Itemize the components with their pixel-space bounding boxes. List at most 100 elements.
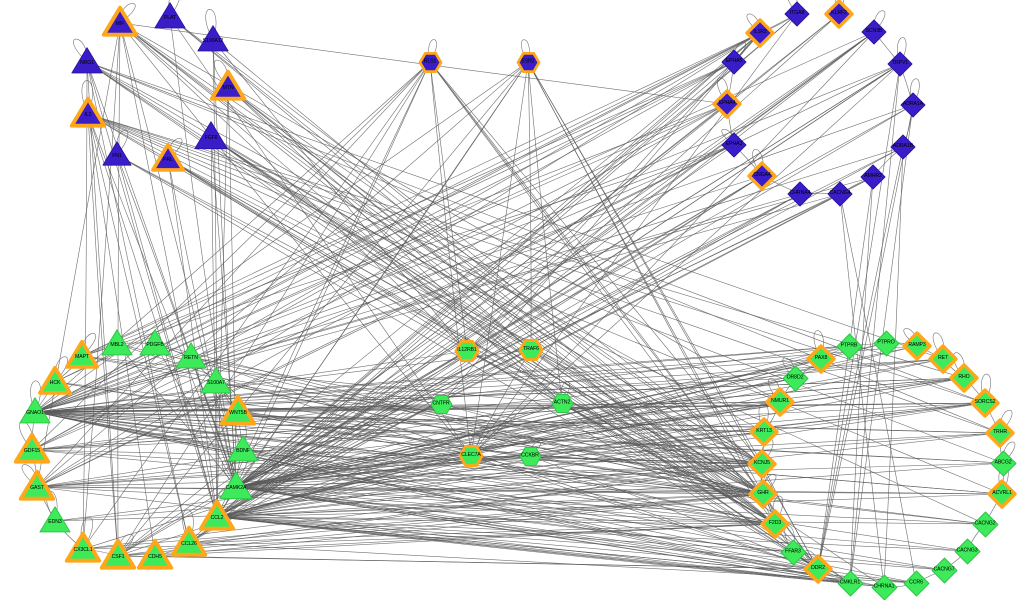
graph-node-ccr6[interactable]: CCR6 — [900, 567, 933, 600]
graph-node-mbl2[interactable]: MBL2 — [99, 326, 135, 362]
graph-node-amhr2[interactable]: AMHR2 — [857, 161, 889, 193]
graph-edge — [210, 136, 218, 518]
graph-edge — [81, 355, 563, 404]
graph-node-mif[interactable]: MIF — [101, 4, 139, 42]
graph-node-mtn[interactable]: MTN — [209, 68, 247, 106]
graph-node-epha3[interactable]: EPHA3 — [718, 129, 750, 161]
graph-node-cacng4[interactable]: CACNG4 — [824, 178, 856, 210]
graph-node-scn3b[interactable]: SCN3B — [858, 16, 890, 48]
graph-edge — [54, 463, 763, 522]
graph-node-cnga4[interactable]: CNGA4 — [745, 159, 779, 193]
graph-edge — [87, 113, 763, 465]
graph-edge — [34, 411, 986, 525]
graph-edge — [34, 358, 822, 413]
graph-edge — [529, 455, 764, 495]
graph-node-ccl26[interactable]: CCL26 — [170, 524, 208, 562]
graph-node-esr2[interactable]: ESR2 — [514, 48, 543, 77]
graph-edge — [34, 411, 763, 465]
graph-node-klrf2[interactable]: KLRF2 — [822, 0, 856, 31]
graph-node-pdgfb[interactable]: PDGFB — [137, 326, 173, 362]
graph-node-epha5[interactable]: EPHA5 — [718, 46, 750, 78]
graph-edge — [31, 449, 764, 495]
graph-edge — [235, 462, 1004, 488]
graph-edge — [561, 402, 764, 495]
graph-edge — [34, 411, 794, 553]
graph-node-cx3cl1[interactable]: CX3CL1 — [64, 530, 102, 568]
graph-node-csf1[interactable]: CSF1 — [99, 537, 137, 575]
graph-node-rls1[interactable]: RLS1 — [416, 48, 445, 77]
graph-node-kcnj5[interactable]: KCNJ5 — [745, 447, 779, 481]
graph-edge — [215, 381, 764, 495]
graph-edge — [34, 411, 885, 588]
graph-node-cntfr[interactable]: CNTFR — [427, 390, 456, 419]
graph-node-sorcs2[interactable]: SORCS2 — [968, 386, 1002, 420]
graph-node-adra1b[interactable]: ADRA1B — [887, 131, 919, 163]
graph-edge — [34, 411, 1004, 464]
graph-node-fn1[interactable]: FN1 — [100, 138, 134, 172]
graph-node-bdnf[interactable]: BDNF — [225, 432, 261, 468]
graph-node-chrna4[interactable]: CHRNA4 — [784, 178, 816, 210]
graph-node-adra1a[interactable]: ADRA1A — [897, 89, 929, 121]
graph-edge — [169, 16, 763, 465]
graph-edge — [82, 61, 88, 550]
graph-node-epha4[interactable]: EPHA4 — [710, 87, 744, 121]
graph-edge — [235, 401, 781, 488]
graph-node-cckbr[interactable]: CCKBR — [516, 442, 545, 471]
graph-node-chrna1[interactable]: CHRNA1 — [868, 571, 901, 600]
graph-edge — [34, 411, 945, 571]
graph-node-il2[interactable]: IL2 — [69, 95, 107, 133]
graph-node-ghr[interactable]: GHR — [746, 477, 780, 511]
graph-node-gast[interactable]: GAST — [18, 468, 56, 506]
graph-edge — [36, 402, 986, 488]
graph-edge — [54, 402, 986, 522]
graph-node-nrg1[interactable]: NRG1 — [69, 44, 105, 80]
graph-node-abcg2[interactable]: ABCG2 — [987, 447, 1020, 480]
graph-edge — [34, 411, 765, 433]
graph-node-cdh5[interactable]: CDH5 — [136, 537, 174, 575]
graph-node-traf6[interactable]: TRAF6 — [516, 335, 546, 365]
graph-edge — [167, 158, 819, 570]
graph-edge — [561, 402, 763, 465]
graph-edge — [34, 193, 801, 413]
graph-node-actn2[interactable]: ACTN2 — [548, 389, 577, 418]
graph-node-prl[interactable]: PRL — [150, 141, 186, 177]
graph-node-gdf15[interactable]: GDF15 — [13, 431, 51, 469]
graph-node-cmklr1[interactable]: CMKLR1 — [834, 567, 867, 600]
graph-edge — [116, 154, 819, 570]
graph-node-nmur1[interactable]: NMUR1 — [763, 385, 797, 419]
graph-node-trpv1[interactable]: TRPV1 — [884, 48, 916, 80]
graph-edge — [34, 345, 850, 413]
graph-edge — [119, 22, 532, 351]
graph-edge — [235, 342, 887, 488]
graph-node-itga8[interactable]: ITGA8 — [781, 0, 813, 30]
graph-node-krt13[interactable]: KRT13 — [747, 415, 781, 449]
graph-node-clec7a[interactable]: CLEC7A — [456, 441, 486, 471]
graph-edge — [31, 32, 761, 451]
graph-node-il1r2[interactable]: IL1R2 — [743, 16, 777, 50]
graph-node-wnt5b[interactable]: WNT5B — [219, 393, 257, 431]
graph-node-ddr2[interactable]: DDR2 — [801, 552, 835, 586]
graph-node-plat[interactable]: PLAT — [152, 0, 188, 35]
graph-edge — [761, 463, 819, 570]
graph-node-gnao1[interactable]: GNAO1 — [17, 394, 53, 430]
graph-edge — [117, 32, 761, 557]
graph-edge — [188, 193, 801, 544]
graph-node-acvrl1[interactable]: ACVRL1 — [985, 477, 1019, 511]
graph-edge — [36, 61, 431, 488]
graph-edge — [188, 31, 875, 544]
graph-node-ptpro[interactable]: PTPRO — [870, 327, 903, 360]
graph-node-trhr[interactable]: TRHR — [983, 416, 1017, 450]
graph-edge — [34, 342, 887, 413]
graph-edge — [117, 61, 431, 557]
graph-edge — [86, 61, 764, 495]
graph-node-il12rb1[interactable]: IL12RB1 — [452, 336, 482, 366]
graph-node-fgf6[interactable]: FGF6 — [192, 118, 230, 156]
graph-edge — [34, 350, 468, 413]
graph-edge — [817, 104, 914, 570]
graph-edge — [34, 411, 1001, 434]
graph-edge — [216, 493, 1003, 518]
graph-edge — [36, 486, 1003, 495]
graph-node-s100a12[interactable]: S100A12 — [195, 22, 231, 58]
graph-edge — [466, 13, 840, 352]
